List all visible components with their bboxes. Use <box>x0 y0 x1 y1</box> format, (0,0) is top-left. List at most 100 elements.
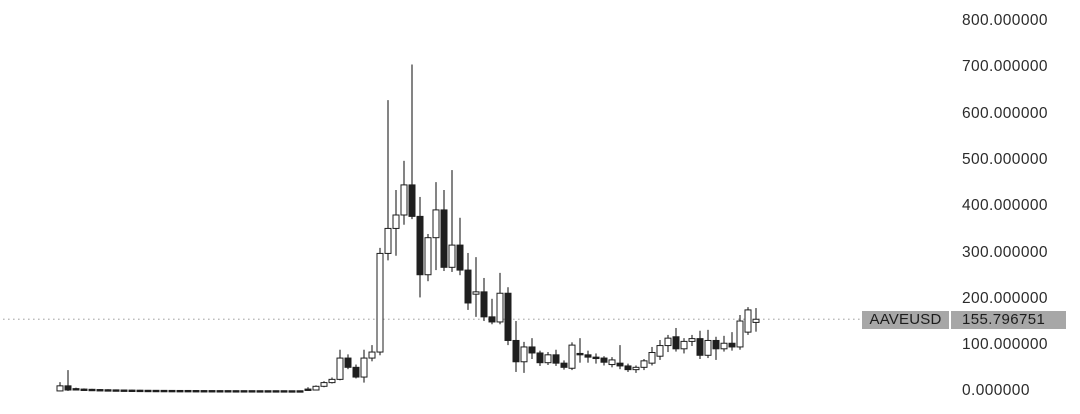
candle-body <box>320 382 328 387</box>
candle-body <box>104 389 112 392</box>
candle-body <box>664 337 672 347</box>
price-axis-label: 100.000000 <box>962 336 1048 354</box>
candle-body <box>352 366 360 378</box>
candle-body <box>616 362 624 367</box>
candle-body <box>584 354 592 358</box>
candle-body <box>600 357 608 363</box>
candle-body <box>608 359 616 366</box>
candle-body <box>240 390 248 393</box>
candle-body <box>344 357 352 368</box>
candle-body <box>456 244 464 271</box>
candle-body <box>440 209 448 268</box>
candle-body <box>80 388 88 391</box>
candle-body <box>328 378 336 384</box>
candle-body <box>136 389 144 393</box>
candle-body <box>712 339 720 350</box>
candle-body <box>424 237 432 276</box>
candle-body <box>720 342 728 350</box>
candle-body <box>112 389 120 392</box>
candle-body <box>160 389 168 393</box>
candle-body <box>232 390 240 393</box>
candle-body <box>280 390 288 393</box>
candle-body <box>56 385 64 392</box>
candle-body <box>472 291 480 295</box>
candle-body <box>568 344 576 369</box>
candle-body <box>168 389 176 393</box>
candle-body <box>272 390 280 393</box>
candle-body <box>528 346 536 354</box>
candle-body <box>312 385 320 391</box>
candle-body <box>184 389 192 393</box>
candle-body <box>296 390 304 393</box>
candle-body <box>128 389 136 393</box>
candle-body <box>640 360 648 368</box>
price-axis-label: 600.000000 <box>962 104 1048 122</box>
candle-body <box>360 357 368 378</box>
candle-body <box>408 184 416 217</box>
candle-body <box>656 345 664 357</box>
candle-body <box>496 292 504 323</box>
candle-body <box>304 388 312 391</box>
candle-body <box>120 389 128 392</box>
candle-body <box>208 390 216 393</box>
candle-body <box>696 338 704 356</box>
candle-body <box>176 389 184 393</box>
last-price-badge-symbol: AAVEUSD <box>862 311 949 329</box>
candle-body <box>552 354 560 364</box>
candle-body <box>288 390 296 393</box>
candle-body <box>88 388 96 392</box>
candle-body <box>64 385 72 391</box>
candle-body <box>520 346 528 363</box>
candle-body <box>688 338 696 342</box>
candle-body <box>192 390 200 393</box>
candle-body <box>632 366 640 371</box>
candle-body <box>248 390 256 393</box>
candle-body <box>416 215 424 276</box>
price-axis-label: 200.000000 <box>962 289 1048 307</box>
candle-body <box>536 352 544 364</box>
price-axis-label: 400.000000 <box>962 197 1048 215</box>
price-axis-label: 700.000000 <box>962 58 1048 76</box>
candle-body <box>592 356 600 360</box>
candle-body <box>384 227 392 254</box>
price-axis-label: 300.000000 <box>962 243 1048 261</box>
candle-body <box>752 318 760 323</box>
candle-body <box>624 365 632 371</box>
candle-body <box>400 184 408 216</box>
candle-body <box>512 339 520 363</box>
candle-body <box>680 340 688 350</box>
candle-body <box>480 291 488 318</box>
candle-body <box>336 357 344 380</box>
candle-body <box>144 389 152 393</box>
price-axis-label: 800.000000 <box>962 12 1048 29</box>
candle-body <box>544 354 552 364</box>
candle-body <box>488 316 496 323</box>
candle-body <box>728 342 736 348</box>
candle-body <box>464 269 472 304</box>
candle-body <box>264 390 272 393</box>
candle-body <box>448 244 456 268</box>
candle-body <box>560 362 568 368</box>
candle-body <box>96 389 104 392</box>
candle-body <box>224 390 232 393</box>
candle-body <box>216 390 224 393</box>
candle-body <box>256 390 264 393</box>
candle-body <box>432 209 440 239</box>
candle-body <box>736 320 744 348</box>
candle-body <box>376 252 384 353</box>
candle-body <box>704 339 712 356</box>
candle-body <box>368 351 376 359</box>
candle-body <box>72 388 80 391</box>
last-price-badge-value: 155.796751 <box>951 311 1066 329</box>
candle-body <box>152 389 160 393</box>
candle-body <box>648 352 656 364</box>
candle-body <box>672 336 680 350</box>
price-axis-label: 500.000000 <box>962 150 1048 168</box>
candle-body <box>744 309 752 333</box>
candle-body <box>392 214 400 229</box>
candle-body <box>504 292 512 341</box>
price-axis-label: 0.000000 <box>962 382 1030 400</box>
candle-body <box>200 390 208 393</box>
